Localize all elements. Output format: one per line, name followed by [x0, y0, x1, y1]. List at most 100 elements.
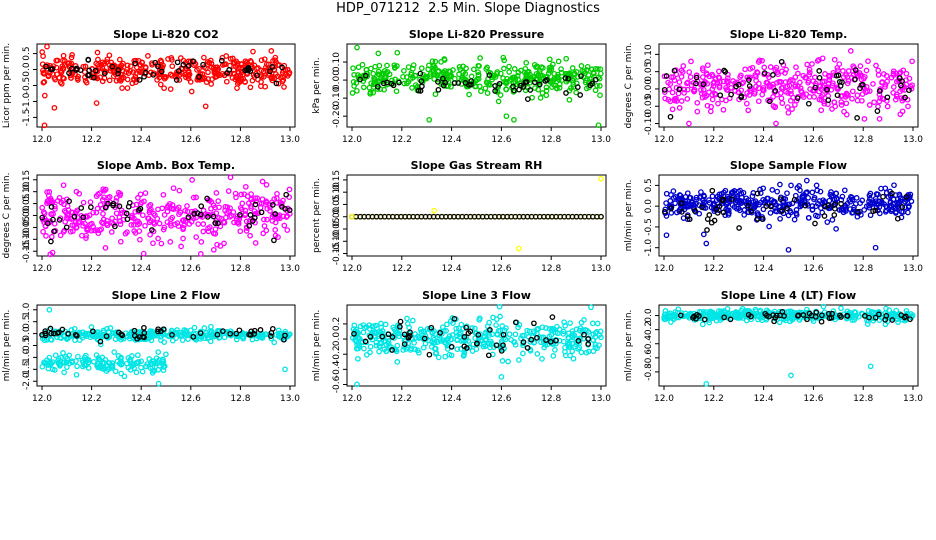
data-point [805, 100, 812, 107]
data-point [66, 70, 72, 76]
data-point [444, 321, 450, 328]
data-point [889, 317, 896, 323]
data-point [876, 98, 883, 105]
data-point [373, 342, 380, 349]
data-point [73, 224, 80, 231]
y-tick-label: -0.10 [22, 227, 32, 251]
y-tick-label: -0.6 [332, 375, 342, 393]
x-tick-label: 12.2 [704, 394, 724, 404]
data-point [531, 320, 537, 327]
plot-frame [658, 304, 919, 387]
outlier-point [773, 120, 779, 127]
data-point [737, 74, 743, 80]
data-point [389, 334, 396, 340]
data-point [867, 190, 874, 197]
data-point [875, 67, 882, 74]
data-point [565, 75, 572, 82]
data-point [716, 68, 722, 75]
data-point [698, 309, 705, 315]
y-tick-label: 0.0 [22, 62, 32, 77]
data-point [569, 348, 576, 355]
data-point [119, 332, 126, 339]
x-tick-label: 12.2 [704, 264, 724, 274]
data-point [684, 86, 691, 93]
data-point [164, 208, 171, 215]
data-point [550, 353, 557, 359]
data-point [669, 106, 676, 113]
data-point [883, 312, 890, 319]
data-point [740, 79, 747, 86]
y-tick-label: -0.2 [644, 321, 654, 339]
data-point [669, 312, 676, 318]
data-point [109, 215, 115, 222]
data-point [573, 89, 580, 96]
data-point [899, 204, 906, 210]
data-point [426, 351, 433, 358]
data-point [840, 68, 846, 74]
data-point [167, 86, 174, 92]
data-point [592, 341, 599, 348]
data-point [748, 208, 754, 215]
data-point [129, 212, 135, 219]
data-point [533, 64, 539, 70]
data-point [382, 321, 389, 328]
data-point [500, 331, 507, 338]
data-point [77, 67, 84, 73]
data-point [503, 86, 510, 93]
data-point [875, 103, 881, 110]
data-point [102, 356, 109, 363]
data-point [268, 48, 275, 54]
x-tick-label: 12.4 [131, 394, 151, 404]
data-point [668, 205, 674, 212]
data-point [82, 331, 89, 338]
data-point [676, 105, 683, 111]
data-point [394, 359, 401, 365]
data-point [537, 78, 543, 85]
data-point [722, 187, 729, 194]
data-point [52, 203, 58, 210]
y-tick-label: 0.5 [644, 178, 654, 192]
data-point [118, 207, 125, 214]
data-point [882, 185, 889, 192]
data-point [215, 198, 222, 204]
data-point [548, 332, 555, 338]
data-point [597, 92, 603, 99]
data-point [159, 361, 166, 367]
y-tick-label: -1.5 [22, 109, 32, 127]
data-point [805, 214, 812, 221]
data-point [759, 317, 765, 324]
data-point [895, 319, 901, 325]
data-point [264, 67, 270, 73]
x-tick-label: 12.2 [392, 394, 412, 404]
data-point [663, 200, 669, 206]
data-point [857, 63, 864, 69]
data-point [768, 203, 774, 210]
data-point [818, 107, 825, 114]
data-point [519, 332, 526, 339]
data-point [804, 189, 810, 195]
data-point [897, 111, 904, 118]
data-point [714, 210, 721, 216]
data-point [220, 328, 226, 334]
data-point [843, 111, 850, 118]
data-point [380, 80, 387, 87]
data-point [92, 67, 99, 74]
data-point [58, 354, 64, 361]
x-tick-label: 12.2 [82, 135, 102, 145]
data-point [902, 94, 908, 101]
data-point [147, 361, 154, 368]
data-point [524, 345, 531, 351]
data-point [56, 329, 62, 336]
data-point [805, 194, 812, 201]
data-point [716, 84, 723, 91]
y-axis-label: Licor ppm per min. [2, 43, 12, 128]
data-point [176, 187, 183, 194]
data-point [818, 318, 825, 325]
data-point [93, 209, 100, 216]
x-tick-label: 12.0 [32, 264, 52, 274]
data-point [158, 240, 165, 247]
data-point [258, 57, 265, 64]
data-point [66, 198, 72, 205]
data-point [795, 309, 802, 316]
data-point [584, 63, 591, 70]
